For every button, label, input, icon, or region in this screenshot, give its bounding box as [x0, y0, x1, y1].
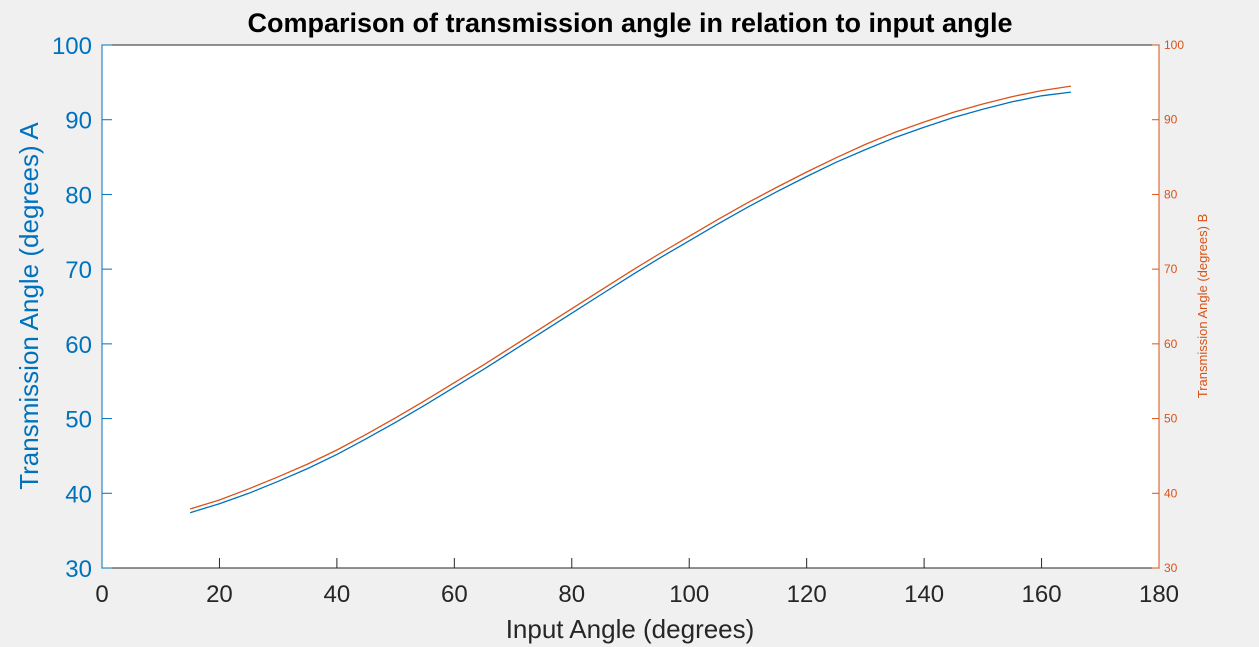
x-tick-label: 160 [1022, 581, 1062, 608]
left-y-axis-label: Transmission Angle (degrees) A [14, 122, 44, 490]
series-a-line [189, 91, 1071, 514]
x-tick-label: 0 [95, 581, 108, 608]
left-y-tick-label: 30 [65, 556, 92, 583]
right-y-tick-label: 100 [1164, 38, 1184, 52]
right-y-tick-label: 40 [1164, 486, 1178, 500]
right-y-tick-label: 60 [1164, 337, 1178, 351]
x-tick-label: 60 [441, 581, 468, 608]
right-y-tick-label: 30 [1164, 561, 1178, 575]
right-y-tick-label: 90 [1164, 113, 1178, 127]
left-y-tick-label: 90 [65, 108, 92, 135]
right-y-axis-label: Transmission Angle (degrees) B [1195, 214, 1210, 399]
x-tick-label: 120 [787, 581, 827, 608]
left-y-tick-label: 40 [65, 481, 92, 508]
right-y-tick-label: 50 [1164, 412, 1178, 426]
left-y-tick-label: 100 [52, 33, 92, 60]
x-tick-label: 140 [904, 581, 944, 608]
x-tick-label: 180 [1139, 581, 1179, 608]
series-layer [189, 85, 1071, 514]
left-y-tick-label: 80 [65, 182, 92, 209]
x-axis-label: Input Angle (degrees) [506, 614, 755, 644]
plot-area [101, 44, 1160, 569]
x-tick-label: 100 [669, 581, 709, 608]
left-y-tick-label: 50 [65, 407, 92, 434]
x-tick-label: 20 [206, 581, 233, 608]
left-y-tick-label: 70 [65, 257, 92, 284]
chart-title: Comparison of transmission angle in rela… [247, 8, 1012, 38]
x-tick-label: 40 [324, 581, 351, 608]
axes-layer: 0 20 40 60 80 100 120 140 160 180 30 40 50 60 70 80 90 10… [52, 33, 1184, 608]
right-y-tick-label: 70 [1164, 262, 1178, 276]
left-y-tick-label: 60 [65, 332, 92, 359]
series-b-line [189, 85, 1071, 510]
right-y-tick-label: 80 [1164, 187, 1178, 201]
x-tick-label: 80 [558, 581, 585, 608]
